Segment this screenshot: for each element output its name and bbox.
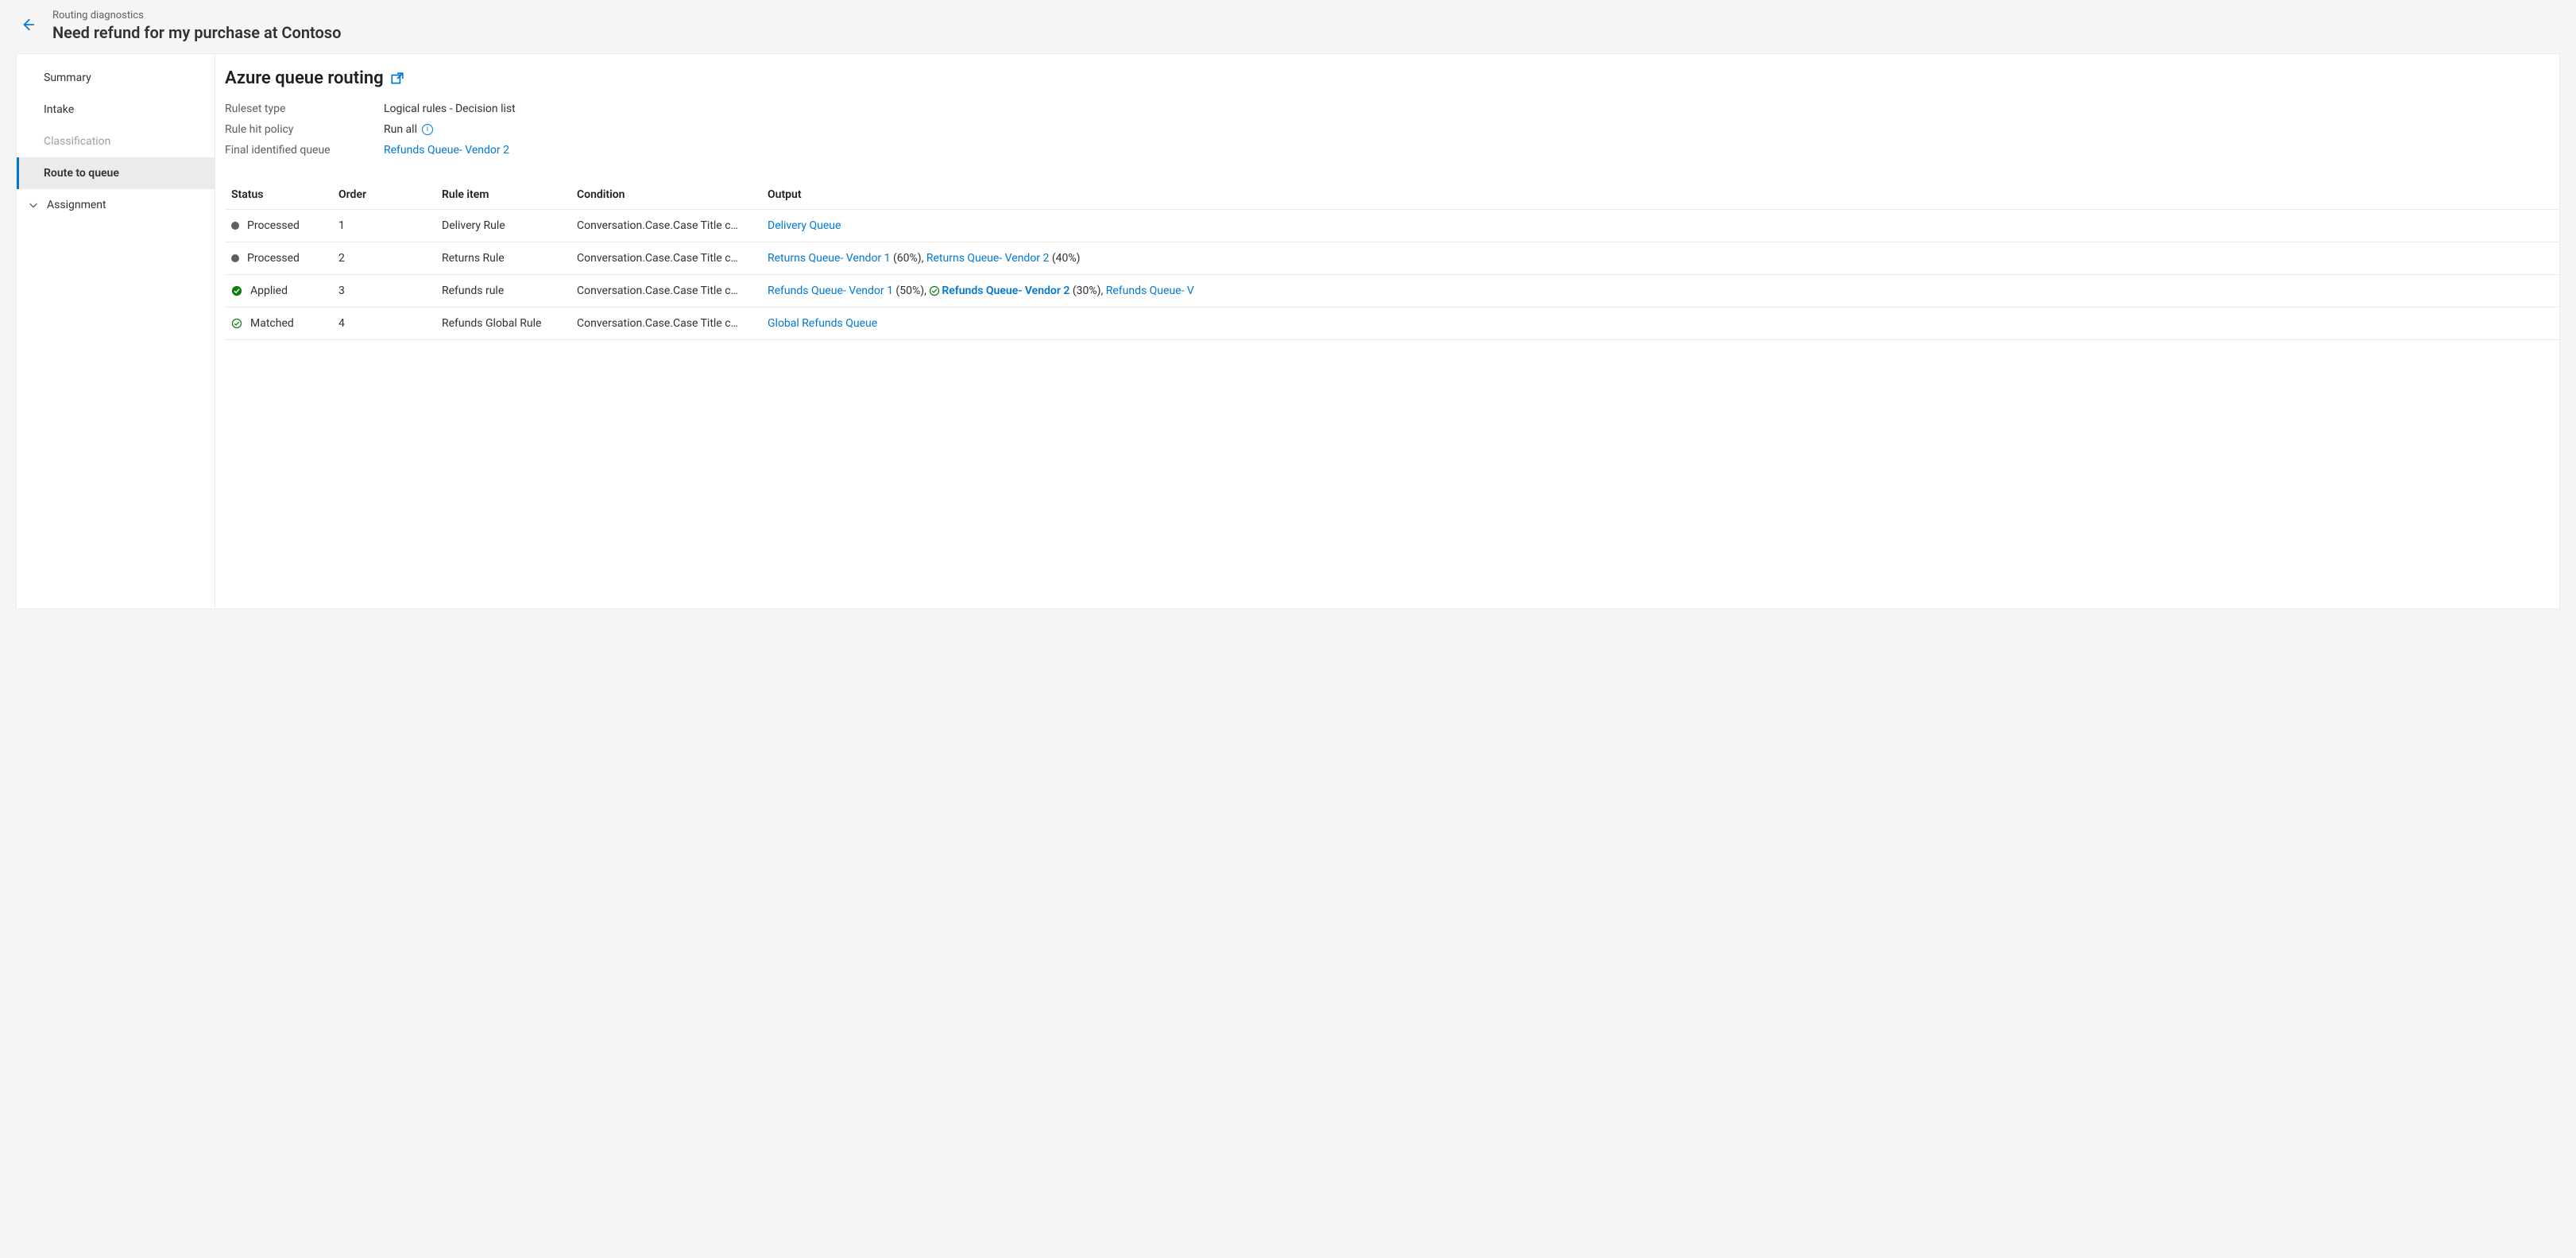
rule-hit-policy-text: Run all xyxy=(384,123,417,136)
order-cell: 3 xyxy=(332,275,435,308)
rule-hit-policy-value: Run all i xyxy=(384,123,2559,136)
ruleset-type-label: Ruleset type xyxy=(225,103,384,115)
output-text: (30%), xyxy=(1069,285,1105,297)
sidebar-item-label: Classification xyxy=(44,135,110,148)
rule-item-cell: Delivery Rule xyxy=(435,210,571,242)
output-queue-link[interactable]: Refunds Queue- Vendor 1 xyxy=(768,285,893,297)
status-text: Matched xyxy=(250,317,294,330)
status-text: Applied xyxy=(250,285,288,297)
output-text: (40%) xyxy=(1049,252,1080,265)
sidebar-item-assignment[interactable]: Assignment xyxy=(17,189,215,221)
status-check-filled-icon xyxy=(231,285,242,296)
table-row[interactable]: Matched 4Refunds Global RuleConversation.… xyxy=(225,308,2559,340)
condition-cell: Conversation.Case.Case Title c… xyxy=(571,210,761,242)
sidebar-item-label: Intake xyxy=(44,103,74,116)
sidebar-item-classification[interactable]: Classification xyxy=(17,126,215,157)
status-text: Processed xyxy=(247,219,300,232)
table-row[interactable]: Processed 1Delivery RuleConversation.Case… xyxy=(225,210,2559,242)
back-button[interactable] xyxy=(16,13,40,39)
top-bar: Routing diagnostics Need refund for my p… xyxy=(0,0,2576,53)
order-cell: 2 xyxy=(332,242,435,275)
sidebar: Summary Intake Classification Route to queu… xyxy=(17,54,215,609)
rule-item-cell: Returns Rule xyxy=(435,242,571,275)
final-queue-label: Final identified queue xyxy=(225,144,384,157)
content-area: Azure queue routing Ruleset type Logical… xyxy=(215,54,2559,609)
open-in-new-icon[interactable] xyxy=(390,72,404,86)
status-dot-icon xyxy=(231,254,239,262)
output-queue-link[interactable]: Refunds Queue- V xyxy=(1106,285,1194,297)
sidebar-item-summary[interactable]: Summary xyxy=(17,62,215,94)
table-header-row: Status Order Rule item Condition Output xyxy=(225,180,2559,210)
page-title: Need refund for my purchase at Contoso xyxy=(52,23,341,42)
title-block: Routing diagnostics Need refund for my p… xyxy=(52,10,341,42)
rule-item-cell: Refunds rule xyxy=(435,275,571,308)
main-panel: Summary Intake Classification Route to queu… xyxy=(16,53,2560,610)
table-row[interactable]: Applied 3Refunds ruleConversation.Case.Ca… xyxy=(225,275,2559,308)
order-cell: 1 xyxy=(332,210,435,242)
status-cell: Applied xyxy=(231,285,326,297)
condition-cell: Conversation.Case.Case Title c… xyxy=(571,242,761,275)
output-queue-link[interactable]: Global Refunds Queue xyxy=(768,317,877,330)
status-check-outline-icon xyxy=(231,318,242,329)
output-text: (60%), xyxy=(891,252,926,265)
status-cell: Processed xyxy=(231,219,326,232)
selected-queue-check-icon xyxy=(929,285,940,296)
content-title-row: Azure queue routing xyxy=(225,68,2559,88)
col-rule-item[interactable]: Rule item xyxy=(435,180,571,210)
sidebar-item-label: Summary xyxy=(44,72,91,84)
condition-cell: Conversation.Case.Case Title c… xyxy=(571,275,761,308)
status-text: Processed xyxy=(247,252,300,265)
output-cell: Refunds Queue- Vendor 1 (50%), Refunds Q… xyxy=(761,275,2559,308)
sidebar-item-route-to-queue[interactable]: Route to queue xyxy=(17,157,215,189)
output-cell: Delivery Queue xyxy=(761,210,2559,242)
ruleset-meta: Ruleset type Logical rules - Decision li… xyxy=(225,103,2559,157)
rules-table: Status Order Rule item Condition Output … xyxy=(225,180,2559,340)
status-cell: Processed xyxy=(231,252,326,265)
output-text: (50%), xyxy=(893,285,929,297)
order-cell: 4 xyxy=(332,308,435,340)
output-cell: Returns Queue- Vendor 1 (60%), Returns Q… xyxy=(761,242,2559,275)
col-output[interactable]: Output xyxy=(761,180,2559,210)
sidebar-item-label: Assignment xyxy=(47,199,106,211)
content-title: Azure queue routing xyxy=(225,68,384,88)
col-order[interactable]: Order xyxy=(332,180,435,210)
output-queue-link[interactable]: Delivery Queue xyxy=(768,219,841,232)
condition-cell: Conversation.Case.Case Title c… xyxy=(571,308,761,340)
col-condition[interactable]: Condition xyxy=(571,180,761,210)
chevron-down-icon xyxy=(28,199,39,211)
output-cell: Global Refunds Queue xyxy=(761,308,2559,340)
sidebar-item-intake[interactable]: Intake xyxy=(17,94,215,126)
output-queue-link[interactable]: Returns Queue- Vendor 1 xyxy=(768,252,891,265)
rule-hit-policy-label: Rule hit policy xyxy=(225,123,384,136)
breadcrumb: Routing diagnostics xyxy=(52,10,341,21)
rule-item-cell: Refunds Global Rule xyxy=(435,308,571,340)
table-row[interactable]: Processed 2Returns RuleConversation.Case.… xyxy=(225,242,2559,275)
status-dot-icon xyxy=(231,222,239,230)
output-queue-link[interactable]: Refunds Queue- Vendor 2 xyxy=(942,285,1069,297)
ruleset-type-value: Logical rules - Decision list xyxy=(384,103,2559,115)
sidebar-item-label: Route to queue xyxy=(44,167,119,180)
status-cell: Matched xyxy=(231,317,326,330)
info-icon[interactable]: i xyxy=(422,124,433,135)
final-queue-link[interactable]: Refunds Queue- Vendor 2 xyxy=(384,144,509,157)
output-queue-link[interactable]: Returns Queue- Vendor 2 xyxy=(926,252,1050,265)
back-arrow-icon xyxy=(21,17,35,34)
col-status[interactable]: Status xyxy=(225,180,332,210)
